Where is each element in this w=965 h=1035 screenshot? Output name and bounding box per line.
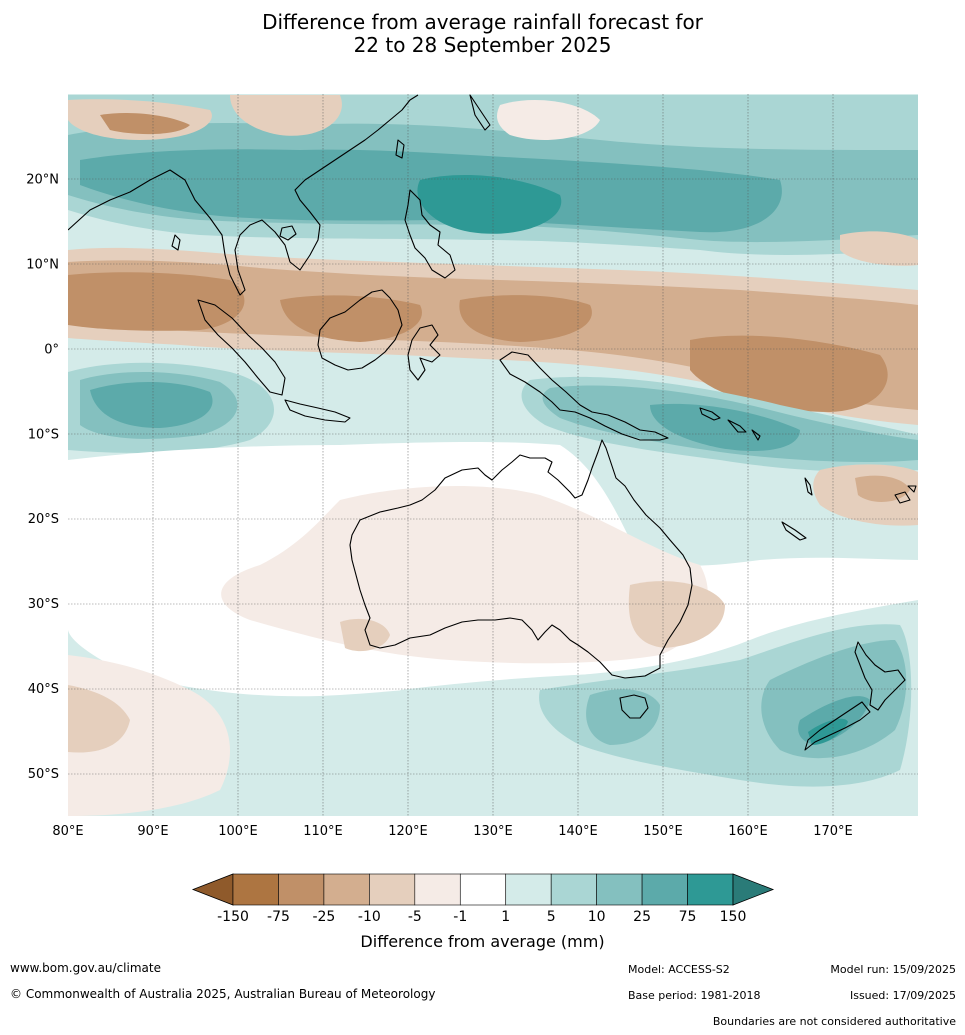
colorbar-bin	[414, 873, 461, 906]
colorbar-bin	[369, 873, 416, 906]
longitude-axis: 80°E 90°E 100°E 110°E 120°E 130°E 140°E 150°E 16…	[52, 824, 852, 839]
longitude-tick-label: 140°E	[558, 824, 598, 839]
longitude-tick-label: 80°E	[52, 824, 83, 839]
colorbar-max-extension	[732, 873, 775, 906]
latitude-tick-label: 50°S	[28, 767, 59, 782]
colorbar-tick-label: -75	[267, 909, 290, 925]
longitude-tick-label: 100°E	[218, 824, 258, 839]
colorbar-tick-label: 5	[547, 909, 556, 925]
colorbar-tick-label: -150	[217, 909, 249, 925]
colorbar-tick-label: 1	[501, 909, 510, 925]
colorbar-tick-label: 150	[720, 909, 747, 925]
colorbar-bin	[278, 873, 325, 906]
sulawesi-coastline	[407, 324, 441, 381]
latitude-tick-label: 0°	[44, 342, 59, 357]
asia-mainland-coastline	[68, 94, 419, 296]
longitude-tick-label: 170°E	[813, 824, 853, 839]
graticule	[68, 94, 918, 816]
website-link[interactable]: www.bom.gov.au/climate	[10, 961, 161, 975]
java-coastline	[284, 399, 351, 423]
philippines-coastline	[404, 189, 456, 279]
longitude-tick-label: 120°E	[388, 824, 428, 839]
colorbar-bin	[505, 873, 552, 906]
hainan-coastline	[279, 225, 297, 241]
latitude-tick-label: 20°N	[26, 172, 59, 187]
map-title-line-2: 22 to 28 September 2025	[353, 33, 612, 57]
colorbar-bin	[550, 873, 597, 906]
tasmania-coastline	[619, 694, 649, 719]
issued-label: Issued: 17/09/2025	[849, 989, 956, 1002]
disclaimer-text: Boundaries are not considered authoritat…	[712, 1015, 956, 1028]
copyright-text: © Commonwealth of Australia 2025, Austra…	[10, 987, 436, 1001]
latitude-tick-label: 40°S	[28, 682, 59, 697]
longitude-tick-label: 90°E	[137, 824, 168, 839]
latitude-tick-label: 10°N	[26, 257, 59, 272]
latitude-tick-label: 30°S	[28, 597, 59, 612]
new-guinea-coastline	[499, 351, 669, 441]
new-caledonia-coastline	[781, 521, 807, 541]
coastlines	[68, 94, 917, 751]
fiji-coastline	[894, 485, 917, 504]
colorbar-tick-label: 25	[633, 909, 651, 925]
colorbar-bin	[596, 873, 643, 906]
sri-lanka-coastline	[171, 234, 181, 251]
sumatra-coastline	[197, 299, 286, 396]
new-zealand-south-coastline	[804, 701, 871, 751]
borneo-coastline	[317, 289, 403, 371]
colorbar-legend: -150 -75 -25 -10 -5 -1 1 5 10 25 75 150	[191, 873, 775, 925]
colorbar-tick-label: 75	[679, 909, 697, 925]
north-pacific-fragment	[469, 94, 491, 131]
model-run-label: Model run: 15/09/2025	[830, 963, 956, 976]
map-title-line-1: Difference from average rainfall forecas…	[262, 10, 703, 34]
longitude-tick-label: 160°E	[728, 824, 768, 839]
new-zealand-north-coastline	[854, 641, 906, 711]
longitude-tick-label: 130°E	[473, 824, 513, 839]
colorbar-min-extension	[191, 873, 234, 906]
longitude-tick-label: 150°E	[643, 824, 683, 839]
solomon-islands-coastline	[699, 407, 761, 441]
colorbar-tick-label: -5	[408, 909, 422, 925]
latitude-tick-label: 20°S	[28, 512, 59, 527]
australia-coastline	[349, 439, 693, 679]
colorbar-bin	[641, 873, 688, 906]
colorbar-bin	[459, 873, 507, 906]
colorbar-tick-label: -25	[312, 909, 335, 925]
longitude-tick-label: 110°E	[303, 824, 343, 839]
vanuatu-coastline	[804, 477, 813, 496]
model-label: Model: ACCESS-S2	[628, 963, 730, 976]
legend-title: Difference from average (mm)	[360, 932, 605, 951]
latitude-axis: 20°N 10°N 0° 10°S 20°S 30°S 40°S 50°S	[26, 172, 59, 782]
colorbar-bin	[323, 873, 370, 906]
taiwan-coastline	[395, 139, 405, 159]
colorbar-tick-label: 10	[588, 909, 606, 925]
latitude-tick-label: 10°S	[28, 427, 59, 442]
colorbar-bin	[232, 873, 279, 906]
colorbar-bin	[687, 873, 734, 906]
colorbar-tick-label: -1	[453, 909, 467, 925]
base-period-label: Base period: 1981-2018	[628, 989, 761, 1002]
colorbar-tick-label: -10	[358, 909, 381, 925]
